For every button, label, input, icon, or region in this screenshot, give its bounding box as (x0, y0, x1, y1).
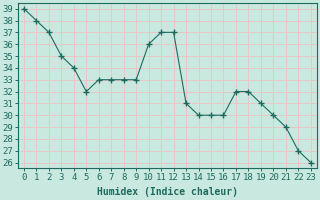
X-axis label: Humidex (Indice chaleur): Humidex (Indice chaleur) (97, 187, 238, 197)
